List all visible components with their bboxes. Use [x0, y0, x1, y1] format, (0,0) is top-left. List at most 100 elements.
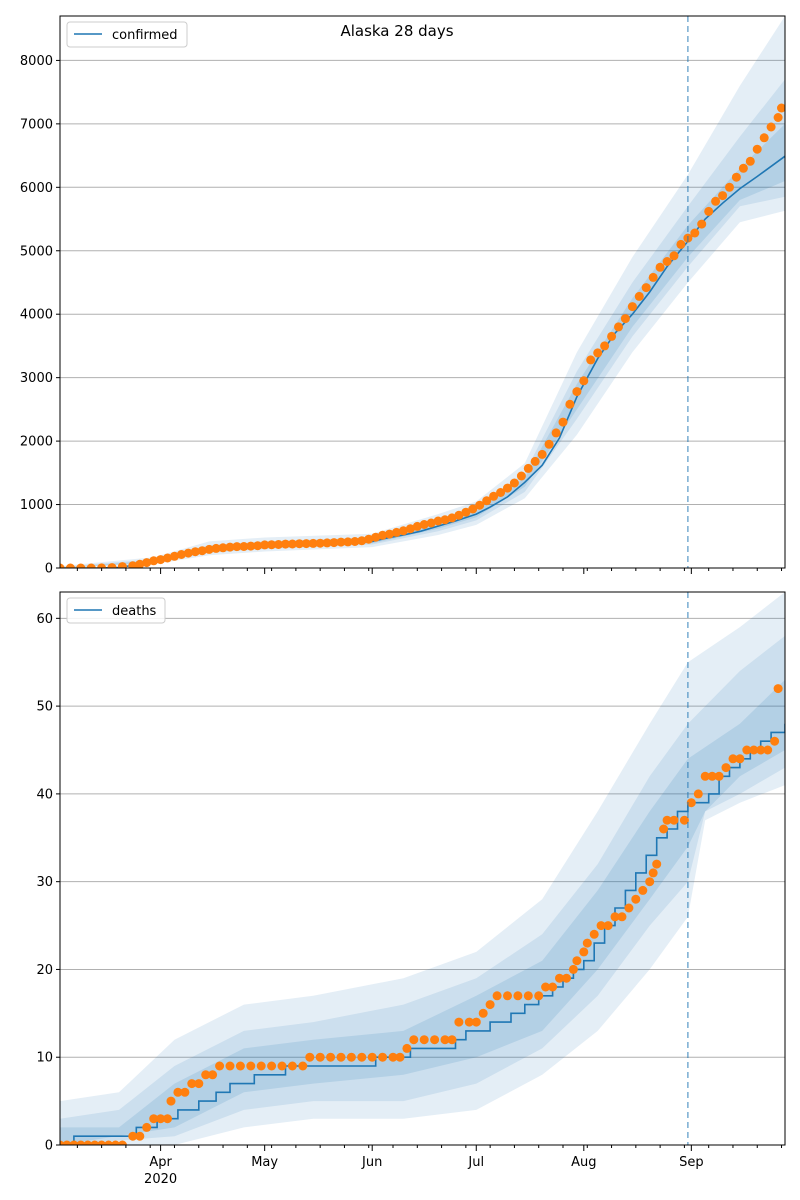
observed-point — [170, 551, 179, 561]
plot-area — [60, 592, 785, 1145]
observed-point — [86, 563, 96, 568]
observed-point — [714, 771, 724, 781]
observed-point — [357, 1052, 367, 1062]
y-tick-label: 7000 — [20, 117, 53, 132]
observed-point — [201, 1070, 211, 1080]
observed-point — [298, 1061, 308, 1071]
observed-point — [163, 1114, 172, 1124]
observed-point — [104, 1140, 114, 1145]
observed-point — [641, 283, 651, 293]
observed-point — [509, 478, 519, 488]
observed-point — [287, 539, 297, 549]
y-tick-label: 3000 — [20, 371, 53, 386]
observed-point — [627, 302, 637, 312]
observed-point — [770, 736, 780, 746]
observed-point — [589, 929, 599, 939]
axes-frame — [59, 591, 786, 1146]
observed-point — [392, 527, 401, 537]
legend: confirmed — [66, 21, 188, 48]
uncertainty-band-2 — [60, 79, 785, 568]
observed-point — [166, 1096, 176, 1106]
observed-point — [176, 550, 186, 559]
observed-point — [690, 228, 700, 238]
observed-point — [468, 504, 478, 514]
observed-point — [579, 947, 589, 957]
observed-point — [97, 1140, 107, 1145]
observed-point — [440, 1035, 450, 1045]
observed-point — [208, 1070, 218, 1080]
observed-point — [603, 921, 613, 931]
observed-point — [725, 182, 734, 192]
plot-area — [60, 16, 785, 568]
observed-point — [572, 956, 582, 966]
observed-point — [128, 561, 138, 568]
observed-point — [735, 754, 745, 764]
observed-point — [405, 524, 415, 534]
observed-point — [711, 196, 721, 206]
observed-point — [763, 745, 773, 755]
observed-point — [180, 1087, 190, 1097]
observed-point — [173, 1087, 183, 1097]
x-tick-label: Aug — [571, 1155, 596, 1170]
observed-point — [617, 912, 627, 922]
observed-point — [461, 507, 471, 517]
y-tick-label: 20 — [36, 963, 53, 978]
observed-point — [267, 540, 277, 550]
observed-point — [305, 1052, 315, 1062]
observed-point — [326, 1052, 336, 1062]
observed-point — [440, 515, 450, 525]
observed-point — [281, 539, 290, 549]
observed-point — [648, 272, 658, 282]
observed-point — [142, 558, 152, 568]
observed-point — [350, 537, 360, 546]
observed-point — [378, 1052, 388, 1062]
observed-point — [638, 885, 648, 895]
observed-point — [76, 1140, 86, 1145]
observed-point — [721, 763, 731, 773]
observed-point — [482, 496, 492, 506]
observed-point — [614, 322, 623, 332]
observed-point — [773, 684, 783, 694]
observed-point — [534, 991, 544, 1001]
observed-point — [274, 540, 283, 549]
observed-point — [225, 1061, 235, 1071]
observed-point — [117, 562, 127, 568]
observed-point — [544, 439, 554, 449]
observed-point — [183, 548, 193, 558]
observed-point — [357, 536, 367, 546]
y-tick-label: 0 — [45, 1139, 53, 1154]
observed-point — [218, 543, 228, 553]
observed-point — [315, 1052, 325, 1062]
observed-point — [76, 563, 86, 568]
observed-point — [693, 789, 703, 799]
observed-point — [211, 543, 221, 553]
uncertainty-band-1 — [60, 592, 785, 1145]
y-tick-label: 60 — [36, 612, 53, 627]
observed-point — [489, 491, 499, 501]
observed-point — [69, 1140, 79, 1145]
axes-frame — [59, 15, 786, 569]
observed-point — [620, 314, 630, 324]
observed-point — [253, 541, 263, 551]
y-tick-label: 2000 — [20, 435, 53, 450]
legend-box — [66, 597, 166, 624]
observed-point — [117, 1140, 127, 1145]
observed-point — [190, 547, 200, 557]
observed-point — [329, 538, 339, 548]
observed-point — [156, 555, 166, 565]
observed-point — [294, 539, 304, 549]
observed-point — [225, 542, 235, 552]
observed-point — [572, 387, 582, 397]
observed-point — [607, 331, 617, 341]
observed-point — [447, 513, 457, 523]
observed-point — [707, 771, 717, 781]
x-tick-label: Apr — [149, 1155, 172, 1170]
observed-point — [395, 1052, 405, 1062]
observed-point — [378, 530, 388, 540]
observed-point — [287, 1061, 297, 1071]
observed-point — [551, 428, 561, 438]
observed-point — [759, 133, 769, 143]
observed-point — [156, 1114, 166, 1124]
observed-point — [503, 483, 512, 493]
observed-point — [624, 903, 634, 913]
